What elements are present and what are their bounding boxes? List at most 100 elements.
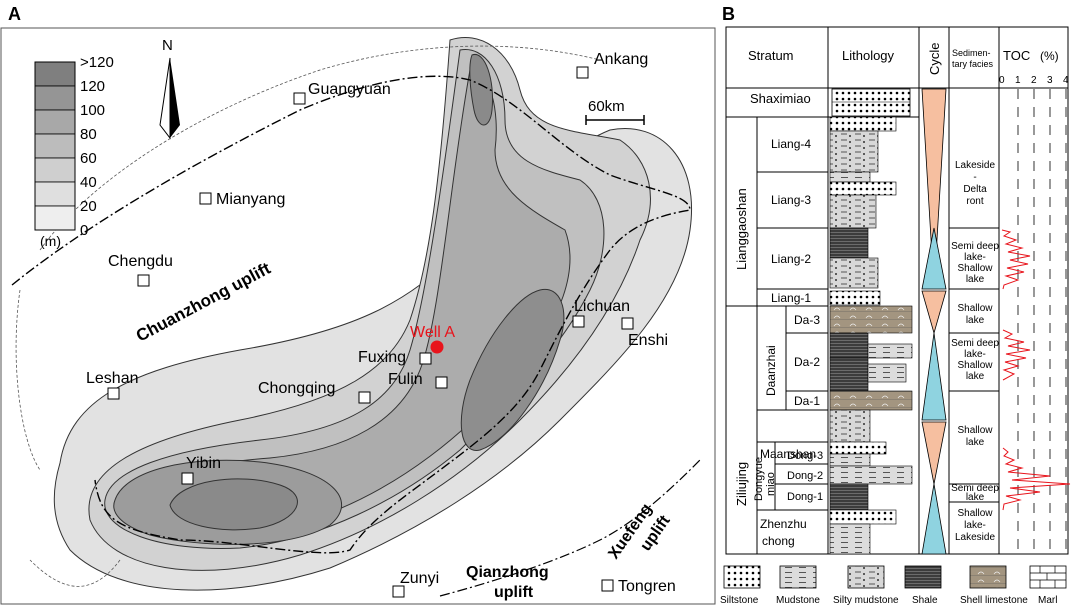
scale-bar: 60km bbox=[585, 98, 645, 125]
legend-silty-mudstone: Silty mudstone bbox=[833, 595, 899, 606]
legend-swatch bbox=[34, 157, 76, 183]
svg-text:lake-: lake- bbox=[964, 349, 986, 360]
city-label-chengdu: Chengdu bbox=[108, 253, 173, 270]
svg-text:Lakeside: Lakeside bbox=[955, 532, 995, 543]
header-stratum: Stratum bbox=[748, 48, 794, 63]
rock-type-legend: Siltstone Mudstone Silty mudstone Shale … bbox=[720, 565, 1067, 606]
legend-class-label: 80 bbox=[80, 126, 97, 143]
north-arrow-icon: N bbox=[159, 37, 180, 140]
city-marker-icon bbox=[621, 317, 634, 330]
legend-marl: Marl bbox=[1038, 595, 1057, 606]
cycle-transgressive bbox=[921, 332, 947, 421]
cycle-regressive bbox=[921, 88, 947, 290]
city-marker-icon bbox=[419, 352, 432, 365]
member-dong-3: Dong-3 bbox=[787, 450, 823, 462]
toc-tick-label: 2 bbox=[1031, 75, 1037, 86]
formation-lianggaoshan: Lianggaoshan bbox=[734, 188, 749, 270]
cycle-transgressive bbox=[921, 483, 947, 555]
city-marker-icon bbox=[358, 391, 371, 404]
city-marker-icon bbox=[137, 274, 150, 287]
facies-shallow-2: Shallow bbox=[957, 425, 993, 436]
legend-shell-limestone: Shell limestone bbox=[960, 595, 1028, 606]
svg-text:lake-: lake- bbox=[964, 520, 986, 531]
city-marker-icon bbox=[435, 376, 448, 389]
uplift-label-qianzhong-2: uplift bbox=[494, 584, 534, 601]
formation-daanzhai: Daanzhai bbox=[764, 345, 778, 396]
city-label-zunyi: Zunyi bbox=[400, 570, 439, 587]
legend-class-label: 60 bbox=[80, 150, 97, 167]
city-label-mianyang: Mianyang bbox=[216, 191, 285, 208]
well-label: Well A bbox=[410, 324, 455, 341]
city-label-tongren: Tongren bbox=[618, 578, 676, 595]
legend-swatch bbox=[34, 109, 76, 135]
cycle-regressive bbox=[921, 421, 947, 485]
city-label-lichuan: Lichuan bbox=[574, 298, 630, 315]
svg-text:ront: ront bbox=[966, 196, 983, 207]
stratigraphic-column: Stratum Lithology Cycle Sedimen- tary fa… bbox=[725, 26, 1071, 555]
legend-class-label: 100 bbox=[80, 102, 105, 119]
city-marker-icon bbox=[572, 315, 585, 328]
lithology-log bbox=[829, 88, 913, 555]
member-dong-1: Dong-1 bbox=[787, 491, 823, 503]
svg-text:lake: lake bbox=[966, 492, 985, 503]
silty-mudstone-swatch bbox=[847, 565, 885, 589]
city-label-chongqing: Chongqing bbox=[258, 380, 335, 397]
city-marker-icon bbox=[576, 66, 589, 79]
svg-text:60km: 60km bbox=[588, 98, 625, 115]
header-toc: TOC bbox=[1003, 48, 1030, 63]
member-dong-2: Dong-2 bbox=[787, 470, 823, 482]
facies-shallow-lakeside: Shallow bbox=[957, 508, 993, 519]
cycle-column bbox=[921, 88, 947, 555]
header-facies-2: tary facies bbox=[952, 59, 994, 69]
legend-swatch bbox=[34, 205, 76, 231]
legend-class-label: 120 bbox=[80, 78, 105, 95]
legend-swatch bbox=[34, 181, 76, 207]
legend-unit: (m) bbox=[40, 233, 61, 249]
city-marker-icon bbox=[107, 387, 120, 400]
uplift-boundary-south bbox=[439, 459, 701, 597]
city-label-yibin: Yibin bbox=[186, 455, 221, 472]
svg-text:-: - bbox=[973, 172, 976, 183]
mudstone-swatch bbox=[779, 565, 817, 589]
svg-text:lake-: lake- bbox=[964, 252, 986, 263]
svg-text:Delta: Delta bbox=[963, 184, 987, 195]
svg-text:lake: lake bbox=[966, 274, 985, 285]
svg-text:Shallow: Shallow bbox=[957, 263, 993, 274]
city-marker-icon bbox=[199, 192, 212, 205]
toc-tick-label: 0 bbox=[999, 75, 1005, 86]
city-marker-icon bbox=[601, 579, 614, 592]
city-label-fulin: Fulin bbox=[388, 371, 423, 388]
legend-mudstone: Mudstone bbox=[776, 595, 820, 606]
toc-tick-label: 1 bbox=[1015, 75, 1021, 86]
legend-class-label: 40 bbox=[80, 174, 97, 191]
uplift-label-qianzhong: Qianzhong bbox=[466, 564, 549, 581]
city-marker-icon bbox=[181, 472, 194, 485]
panel-b-label: B bbox=[722, 4, 735, 24]
formation-maanshan: Maanshan bbox=[760, 447, 816, 461]
city-label-enshi: Enshi bbox=[628, 332, 668, 349]
legend-swatch bbox=[34, 133, 76, 159]
member-da-3: Da-3 bbox=[794, 313, 820, 327]
legend-class-label: 0 bbox=[80, 222, 88, 239]
header-toc-unit: (%) bbox=[1040, 49, 1059, 63]
formation-ziliujing: Ziliujing bbox=[734, 462, 749, 506]
city-label-leshan: Leshan bbox=[86, 370, 139, 387]
formation-zhenzhuchong: Zhenzhu bbox=[760, 517, 807, 531]
formation-dongyuemiao-2: miao bbox=[765, 472, 777, 496]
siltstone-swatch bbox=[723, 565, 761, 589]
legend-swatch bbox=[34, 85, 76, 111]
panel-a-label: A bbox=[8, 4, 21, 24]
legend-class-label: 20 bbox=[80, 198, 97, 215]
svg-text:lake: lake bbox=[966, 371, 985, 382]
formation-dongyuemiao: Dongyue bbox=[753, 457, 765, 501]
member-liang-1: Liang-1 bbox=[771, 291, 811, 305]
city-marker-icon bbox=[392, 585, 405, 598]
svg-text:lake: lake bbox=[966, 437, 985, 448]
facies-semi-deep-1: Semi deep bbox=[951, 241, 999, 252]
svg-text:N: N bbox=[162, 37, 173, 54]
city-marker-icon bbox=[293, 92, 306, 105]
legend-swatch bbox=[34, 61, 76, 87]
shell-limestone-swatch bbox=[969, 565, 1007, 589]
well-marker-icon bbox=[430, 340, 444, 354]
